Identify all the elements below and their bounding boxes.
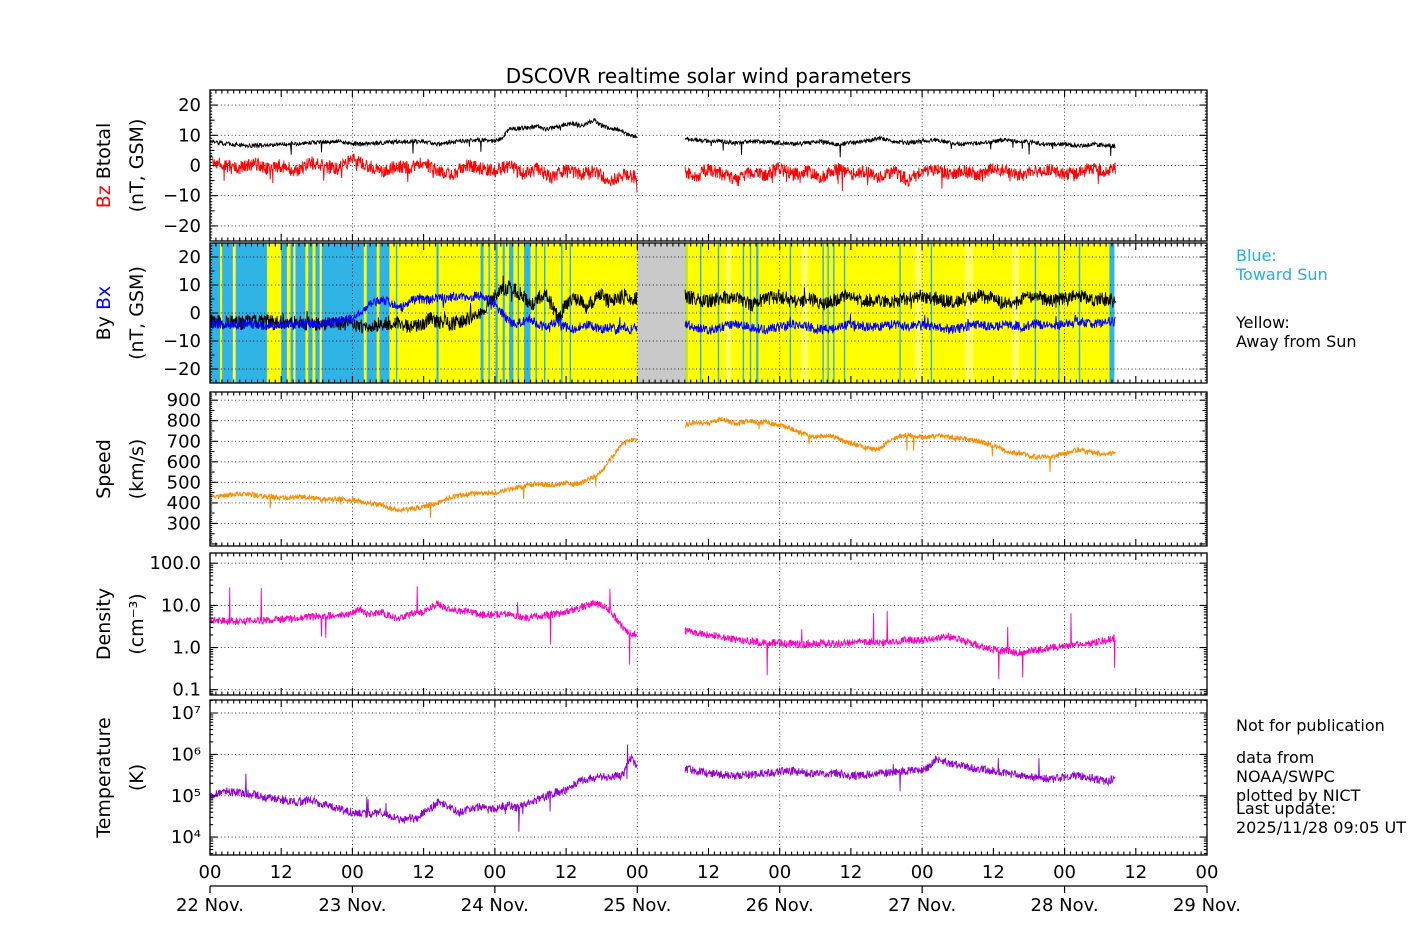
svg-text:Speed: Speed	[93, 439, 115, 499]
svg-text:12: 12	[1124, 862, 1147, 883]
svg-text:00: 00	[768, 862, 791, 883]
legend-blue-toward-sun: Blue: Toward Sun	[1236, 246, 1328, 284]
svg-text:−10: −10	[163, 331, 201, 352]
svg-text:−20: −20	[163, 216, 201, 237]
svg-text:22 Nov.: 22 Nov.	[176, 895, 244, 916]
svg-text:10: 10	[178, 125, 201, 146]
chart-title: DSCOVR realtime solar wind parameters	[505, 64, 912, 88]
svg-text:23 Nov.: 23 Nov.	[318, 895, 386, 916]
svg-text:12: 12	[412, 862, 435, 883]
svg-text:10.0: 10.0	[161, 595, 201, 616]
svg-text:(nT, GSM): (nT, GSM)	[126, 266, 148, 360]
svg-text:12: 12	[555, 862, 578, 883]
svg-text:20: 20	[178, 95, 201, 116]
svg-text:20: 20	[178, 247, 201, 268]
svg-text:10⁴: 10⁴	[171, 827, 201, 848]
note-last-update: Last update: 2025/11/28 09:05 UT	[1236, 799, 1406, 837]
svg-text:−10: −10	[163, 186, 201, 207]
svg-text:26 Nov.: 26 Nov.	[746, 895, 814, 916]
svg-text:00: 00	[1053, 862, 1076, 883]
svg-text:28 Nov.: 28 Nov.	[1031, 895, 1099, 916]
svg-text:00: 00	[911, 862, 934, 883]
svg-text:By Bx: By Bx	[93, 286, 115, 341]
svg-text:10⁶: 10⁶	[171, 744, 201, 765]
svg-text:12: 12	[839, 862, 862, 883]
svg-text:0: 0	[190, 303, 201, 324]
svg-text:Density: Density	[93, 588, 115, 660]
svg-text:800: 800	[167, 411, 201, 432]
svg-text:0: 0	[190, 156, 201, 177]
svg-text:100.0: 100.0	[149, 553, 201, 574]
svg-text:−20: −20	[163, 359, 201, 380]
svg-text:(cm⁻³): (cm⁻³)	[126, 593, 148, 654]
svg-text:00: 00	[626, 862, 649, 883]
svg-text:1.0: 1.0	[172, 638, 201, 659]
svg-text:24 Nov.: 24 Nov.	[461, 895, 529, 916]
svg-text:(nT, GSM): (nT, GSM)	[126, 119, 148, 213]
legend-yellow-away-from-sun: Yellow: Away from Sun	[1236, 313, 1357, 351]
svg-text:00: 00	[341, 862, 364, 883]
svg-text:500: 500	[167, 472, 201, 493]
svg-text:0.1: 0.1	[172, 680, 201, 701]
svg-text:Bz Btotal: Bz Btotal	[93, 123, 115, 209]
svg-text:12: 12	[982, 862, 1005, 883]
svg-text:10⁵: 10⁵	[171, 786, 201, 807]
svg-text:(km/s): (km/s)	[126, 439, 148, 500]
svg-text:400: 400	[167, 493, 201, 514]
svg-text:700: 700	[167, 431, 201, 452]
svg-text:10: 10	[178, 275, 201, 296]
note-not-for-publication: Not for publication	[1236, 716, 1385, 735]
svg-text:00: 00	[483, 862, 506, 883]
note-data-source: data from NOAA/SWPC plotted by NICT	[1236, 748, 1361, 805]
svg-text:00: 00	[1196, 862, 1219, 883]
svg-text:29 Nov.: 29 Nov.	[1173, 895, 1241, 916]
svg-text:600: 600	[167, 452, 201, 473]
svg-text:300: 300	[167, 513, 201, 534]
svg-text:10⁷: 10⁷	[171, 703, 201, 724]
svg-text:Temperature: Temperature	[93, 717, 115, 838]
svg-text:(K): (K)	[126, 764, 148, 791]
svg-text:27 Nov.: 27 Nov.	[888, 895, 956, 916]
svg-text:00: 00	[199, 862, 222, 883]
svg-text:25 Nov.: 25 Nov.	[603, 895, 671, 916]
svg-text:900: 900	[167, 390, 201, 411]
svg-text:12: 12	[270, 862, 293, 883]
svg-text:12: 12	[697, 862, 720, 883]
